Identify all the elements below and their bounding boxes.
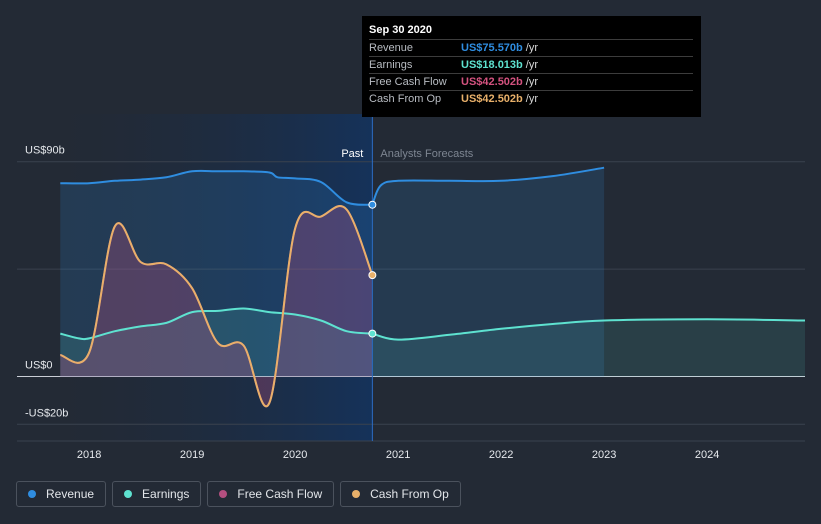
past-region [60, 114, 373, 441]
x-tick-label: 2023 [592, 449, 616, 461]
tooltip-value: US$42.502b [461, 93, 523, 105]
revenue-forecast-line [371, 166, 605, 206]
tooltip-value: US$18.013b [461, 59, 523, 71]
chart-legend: Revenue Earnings Free Cash Flow Cash Fro… [16, 481, 461, 507]
earnings-marker [368, 329, 377, 338]
cash-from-op-area [60, 206, 373, 407]
legend-dot-icon [28, 490, 36, 498]
legend-dot-icon [219, 490, 228, 498]
tooltip-row-cash-from-op: Cash From Op US$42.502b /yr [369, 90, 693, 107]
revenue-marker [368, 200, 377, 209]
tooltip-unit: /yr [525, 93, 538, 105]
x-tick-label: 2019 [180, 449, 204, 461]
tooltip-unit: /yr [525, 76, 538, 88]
legend-label: Cash From Op [370, 487, 449, 501]
x-tick-label: 2018 [77, 449, 101, 461]
y-tick-label: US$0 [25, 360, 53, 372]
legend-item-cash-from-op[interactable]: Cash From Op [340, 481, 461, 507]
tooltip-unit: /yr [525, 59, 538, 71]
tooltip-value: US$42.502b [461, 76, 523, 88]
legend-item-free-cash-flow[interactable]: Free Cash Flow [207, 481, 335, 507]
tooltip-unit: /yr [525, 42, 538, 54]
earnings-line [60, 307, 373, 341]
tooltip-label: Revenue [369, 42, 414, 54]
past-label: Past [341, 148, 363, 160]
y-tick-label: -US$20b [25, 407, 68, 419]
chart-tooltip: Sep 30 2020 Revenue US$75.570b /yr Earni… [362, 16, 701, 117]
revenue-area [60, 170, 373, 377]
tooltip-date: Sep 30 2020 [369, 24, 432, 36]
tooltip-label: Free Cash Flow [369, 76, 447, 88]
earnings-forecast-area [372, 319, 805, 377]
legend-item-revenue[interactable]: Revenue [16, 481, 107, 507]
tooltip-label: Cash From Op [369, 93, 442, 105]
tooltip-row-revenue: Revenue US$75.570b /yr [369, 39, 693, 56]
tooltip-row-earnings: Earnings US$18.013b /yr [369, 56, 693, 73]
legend-dot-icon [352, 490, 361, 498]
legend-dot-icon [124, 490, 133, 498]
x-tick-label: 2021 [386, 449, 410, 461]
legend-label: Free Cash Flow [237, 487, 323, 501]
revenue-line [60, 169, 373, 206]
cash-from-op-marker [368, 271, 377, 280]
tooltip-label: Earnings [369, 59, 413, 71]
legend-label: Earnings [142, 487, 190, 501]
legend-item-earnings[interactable]: Earnings [112, 481, 202, 507]
cash-from-op-line [60, 205, 374, 408]
x-tick-label: 2022 [489, 449, 513, 461]
tooltip-value: US$75.570b [461, 42, 523, 54]
tooltip-row-free-cash-flow: Free Cash Flow US$42.502b /yr [369, 73, 693, 90]
earnings-forecast-line [372, 318, 806, 341]
x-tick-label: 2024 [695, 449, 719, 461]
legend-label: Revenue [46, 487, 95, 501]
x-tick-label: 2020 [283, 449, 307, 461]
y-tick-label: US$90b [25, 145, 65, 157]
forecast-label: Analysts Forecasts [380, 148, 473, 160]
